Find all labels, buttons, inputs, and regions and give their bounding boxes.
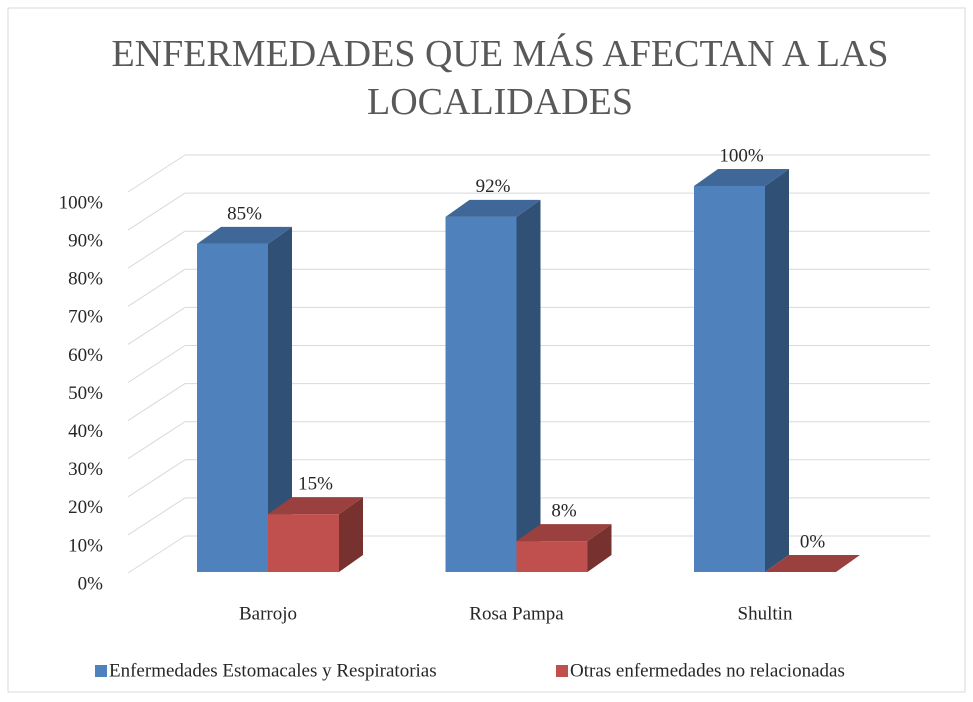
- data-label: 8%: [551, 500, 577, 521]
- legend-label: Otras enfermedades no relacionadas: [570, 660, 845, 681]
- legend-swatch: [556, 665, 568, 677]
- bar: [516, 524, 612, 572]
- y-tick-label: 70%: [68, 307, 103, 328]
- y-tick-label: 40%: [68, 421, 103, 442]
- bar-top: [445, 199, 541, 217]
- grid-line: [127, 535, 186, 574]
- grid-line: [127, 268, 186, 307]
- chart-title: ENFERMEDADES QUE MÁS AFECTAN A LAS LOCAL…: [111, 33, 889, 123]
- x-tick-label: Shultin: [738, 603, 793, 624]
- bar: [197, 226, 292, 572]
- bar-side: [339, 497, 363, 572]
- bar-top: [268, 497, 363, 515]
- grid-line: [127, 497, 186, 536]
- y-tick-label: 80%: [68, 269, 103, 290]
- bar: [445, 199, 541, 572]
- x-tick-label: Rosa Pampa: [469, 603, 564, 624]
- bar-side: [516, 199, 541, 572]
- grid-line: [127, 306, 186, 345]
- y-tick-label: 90%: [68, 230, 103, 251]
- grid-line: [127, 192, 186, 231]
- y-tick-label: 100%: [59, 192, 104, 213]
- grid-line: [127, 383, 186, 422]
- legend-swatch: [95, 665, 107, 677]
- y-tick-label: 30%: [68, 459, 103, 480]
- y-tick-label: 60%: [68, 345, 103, 366]
- data-label: 85%: [227, 203, 262, 224]
- bar-side: [587, 524, 612, 572]
- y-tick-label: 20%: [68, 497, 103, 518]
- bar-top: [516, 524, 612, 542]
- bar-top: [765, 555, 860, 572]
- data-label: 0%: [800, 531, 826, 552]
- grid-line: [127, 421, 186, 460]
- bar-front: [445, 216, 517, 572]
- bar: [268, 497, 363, 572]
- y-tick-label: 0%: [78, 573, 104, 594]
- bar: [765, 555, 860, 572]
- grid-line: [127, 230, 186, 269]
- grid-line: [127, 154, 186, 193]
- bar-front: [694, 186, 765, 572]
- data-label: 100%: [719, 145, 764, 166]
- grid-line: [127, 345, 186, 383]
- grid-line: [127, 459, 186, 498]
- legend-label: Enfermedades Estomacales y Respiratorias: [109, 660, 437, 681]
- bar-front: [197, 243, 268, 572]
- data-label: 15%: [298, 473, 333, 494]
- bar: [694, 169, 789, 572]
- bar-front: [516, 541, 588, 572]
- data-label: 92%: [476, 176, 511, 197]
- bar-side: [765, 169, 789, 572]
- y-tick-label: 50%: [68, 383, 103, 404]
- x-tick-label: Barrojo: [239, 603, 297, 624]
- bar-top: [197, 226, 292, 244]
- bar-top: [694, 169, 789, 186]
- y-tick-label: 10%: [68, 535, 103, 556]
- bar-side: [268, 226, 292, 572]
- bar-front: [268, 514, 339, 572]
